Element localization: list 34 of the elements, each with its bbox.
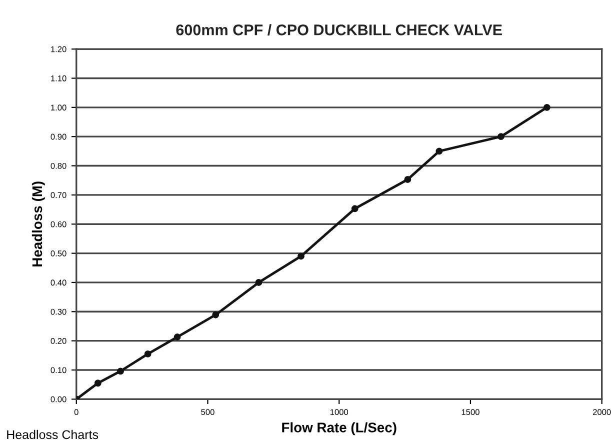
x-tick-label: 2000 bbox=[592, 409, 611, 416]
y-tick-label: 0.70 bbox=[50, 192, 66, 198]
x-tick-label: 1500 bbox=[462, 409, 480, 416]
y-tick-label: 1.20 bbox=[51, 46, 66, 52]
point bbox=[144, 350, 152, 358]
y-tick-label: 1.00 bbox=[51, 104, 66, 111]
point bbox=[174, 334, 181, 340]
x-tick-label: 500 bbox=[201, 409, 214, 416]
point bbox=[497, 133, 504, 140]
point bbox=[351, 205, 358, 212]
x-tick-label: 0 bbox=[74, 409, 78, 416]
y-tick-label: 0.60 bbox=[50, 221, 66, 228]
point bbox=[298, 252, 304, 260]
point bbox=[212, 311, 220, 318]
y-tick-label: 0.30 bbox=[50, 308, 66, 315]
x-axis-title: Flow Rate (L/Sec) bbox=[282, 422, 396, 436]
y-tick-label: 0.40 bbox=[50, 280, 66, 286]
y-axis-title: Headloss (M) bbox=[32, 182, 45, 266]
y-tick-label: 1.10 bbox=[51, 75, 66, 82]
y-tick-label: 0.00 bbox=[50, 396, 66, 402]
y-tick-label: 0.90 bbox=[50, 134, 66, 140]
point bbox=[404, 176, 412, 183]
text: Headloss Charts bbox=[7, 430, 98, 440]
x-tick-label: 1000 bbox=[330, 409, 348, 416]
y-tick-label: 0.80 bbox=[50, 162, 66, 169]
y-tick-label: 0.50 bbox=[50, 250, 66, 256]
y-tick-label: 0.10 bbox=[50, 367, 66, 374]
point bbox=[436, 148, 443, 155]
chart-title: 600mm CPF / CPO DUCKBILL CHECK VALVE bbox=[176, 24, 502, 36]
y-tick-label: 0.20 bbox=[50, 338, 66, 344]
point bbox=[117, 368, 124, 375]
point bbox=[94, 380, 102, 387]
point bbox=[255, 278, 262, 286]
point bbox=[543, 104, 550, 111]
